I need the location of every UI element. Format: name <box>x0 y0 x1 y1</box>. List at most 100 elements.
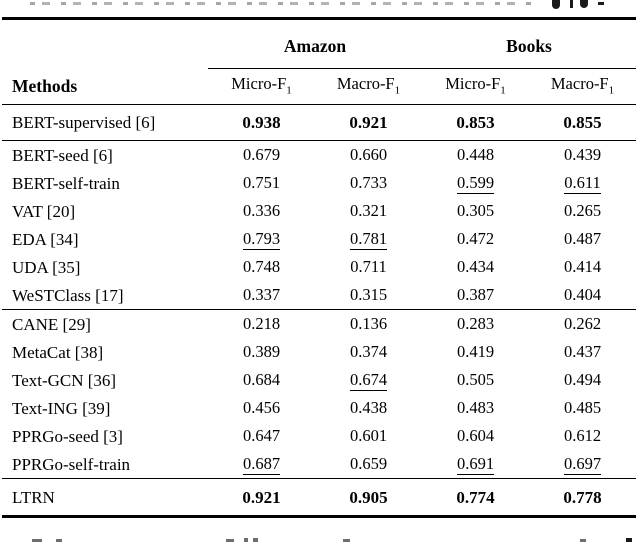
methods-header: Methods <box>2 68 208 105</box>
value-cell: 0.697 <box>529 450 636 479</box>
method-cell: CANE [29] <box>12 314 91 334</box>
column-group-header-row: Amazon Books <box>2 17 636 69</box>
table-row: MetaCat [38] 0.389 0.374 0.419 0.437 <box>2 338 636 366</box>
method-cell: BERT-seed [6] <box>12 145 113 165</box>
text-fragment <box>626 538 632 542</box>
value-cell: 0.305 <box>456 200 495 220</box>
value-cell: 0.483 <box>456 397 495 417</box>
value-cell: 0.434 <box>456 256 495 276</box>
value-cell: 0.262 <box>563 313 602 333</box>
value-cell: 0.679 <box>242 144 281 164</box>
group-header-amazon: Amazon <box>208 17 422 69</box>
caption-fragment-glyph <box>598 2 604 5</box>
method-cell: PPRGo-self-train <box>2 450 208 479</box>
value-cell: 0.321 <box>349 200 388 220</box>
table-row: Text-GCN [36] 0.684 0.674 0.505 0.494 <box>2 366 636 394</box>
method-cell: Text-GCN [36] <box>12 370 117 390</box>
value-cell: 0.374 <box>349 341 388 361</box>
value-cell: 0.647 <box>242 425 281 445</box>
value-cell: 0.387 <box>422 281 529 310</box>
text-fragment <box>226 539 234 542</box>
method-cell: UDA [35] <box>12 257 81 277</box>
value-cell: 0.674 <box>315 366 422 394</box>
value-cell: 0.774 <box>422 478 529 518</box>
table-row: LTRN 0.921 0.905 0.774 0.778 <box>2 478 636 518</box>
value-cell: 0.660 <box>349 144 388 164</box>
value-cell: 0.337 <box>208 281 315 310</box>
value-cell: 0.778 <box>529 478 636 518</box>
method-cell: WeSTClass [17] <box>2 281 208 310</box>
value-cell: 0.336 <box>242 200 281 220</box>
value-cell: 0.711 <box>350 256 387 276</box>
value-cell: 0.684 <box>242 369 281 389</box>
value-cell: 0.793 <box>208 225 315 253</box>
caption-fragment-strip <box>30 2 535 5</box>
value-cell: 0.136 <box>349 313 388 333</box>
table-row: BERT-supervised [6] 0.938 0.921 0.853 0.… <box>2 104 636 141</box>
value-cell: 0.218 <box>242 313 281 333</box>
text-fragment <box>56 539 62 542</box>
text-fragment <box>343 539 350 542</box>
empty-corner-cell <box>2 17 208 69</box>
value-cell: 0.601 <box>349 425 388 445</box>
caption-fragment-glyph <box>580 0 588 8</box>
value-cell: 0.456 <box>242 397 281 417</box>
method-cell: BERT-supervised [6] <box>2 104 208 141</box>
value-cell: 0.748 <box>242 256 281 276</box>
value-cell: 0.604 <box>456 425 495 445</box>
value-cell: 0.438 <box>349 397 388 417</box>
value-cell: 0.389 <box>242 341 281 361</box>
method-cell: EDA [34] <box>12 229 79 249</box>
value-cell: 0.419 <box>456 341 495 361</box>
value-cell: 0.733 <box>349 172 388 192</box>
method-cell: VAT [20] <box>12 201 76 221</box>
table-row: PPRGo-seed [3] 0.647 0.601 0.604 0.612 <box>2 422 636 450</box>
group-header-books: Books <box>422 17 636 69</box>
value-cell: 0.853 <box>422 104 529 141</box>
table-row: VAT [20] 0.336 0.321 0.305 0.265 <box>2 197 636 225</box>
value-cell: 0.283 <box>456 313 495 333</box>
value-cell: 0.659 <box>315 450 422 479</box>
value-cell: 0.611 <box>529 169 636 197</box>
method-cell: Text-ING [39] <box>12 398 111 418</box>
value-cell: 0.921 <box>315 104 422 141</box>
method-cell: PPRGo-seed [3] <box>12 426 123 446</box>
table-row: WeSTClass [17] 0.337 0.315 0.387 0.404 <box>2 281 636 310</box>
value-cell: 0.921 <box>208 478 315 518</box>
value-cell: 0.687 <box>208 450 315 479</box>
table-row: BERT-self-train 0.751 0.733 0.599 0.611 <box>2 169 636 197</box>
table-row: CANE [29] 0.218 0.136 0.283 0.262 <box>2 310 636 339</box>
value-cell: 0.487 <box>563 228 602 248</box>
value-cell: 0.781 <box>315 225 422 253</box>
results-table: Amazon Books Methods Micro-F1 Macro-F1 M… <box>2 17 636 518</box>
text-fragment <box>580 539 586 542</box>
value-cell: 0.905 <box>315 478 422 518</box>
subcolumn-header: Macro-F1 <box>529 68 636 105</box>
value-cell: 0.404 <box>529 281 636 310</box>
value-cell: 0.494 <box>563 369 602 389</box>
table-row: PPRGo-self-train 0.687 0.659 0.691 0.697 <box>2 450 636 479</box>
method-cell: LTRN <box>2 478 208 518</box>
value-cell: 0.437 <box>563 341 602 361</box>
subcolumn-header-row: Methods Micro-F1 Macro-F1 Micro-F1 Macro… <box>2 68 636 105</box>
value-cell: 0.315 <box>315 281 422 310</box>
table-row: BERT-seed [6] 0.679 0.660 0.448 0.439 <box>2 141 636 170</box>
value-cell: 0.265 <box>563 200 602 220</box>
value-cell: 0.599 <box>422 169 529 197</box>
value-cell: 0.612 <box>563 425 602 445</box>
value-cell: 0.439 <box>563 144 602 164</box>
value-cell: 0.485 <box>563 397 602 417</box>
subcolumn-header: Micro-F1 <box>208 68 315 105</box>
method-cell: BERT-self-train <box>12 173 120 193</box>
subcolumn-header: Micro-F1 <box>422 68 529 105</box>
table-row: Text-ING [39] 0.456 0.438 0.483 0.485 <box>2 394 636 422</box>
value-cell: 0.751 <box>242 172 281 192</box>
value-cell: 0.448 <box>456 144 495 164</box>
text-fragment <box>32 539 42 542</box>
caption-fragment-glyph <box>552 0 560 9</box>
table-row: UDA [35] 0.748 0.711 0.434 0.414 <box>2 253 636 281</box>
table-row: EDA [34] 0.793 0.781 0.472 0.487 <box>2 225 636 253</box>
subcolumn-header: Macro-F1 <box>315 68 422 105</box>
value-cell: 0.472 <box>456 228 495 248</box>
value-cell: 0.505 <box>456 369 495 389</box>
